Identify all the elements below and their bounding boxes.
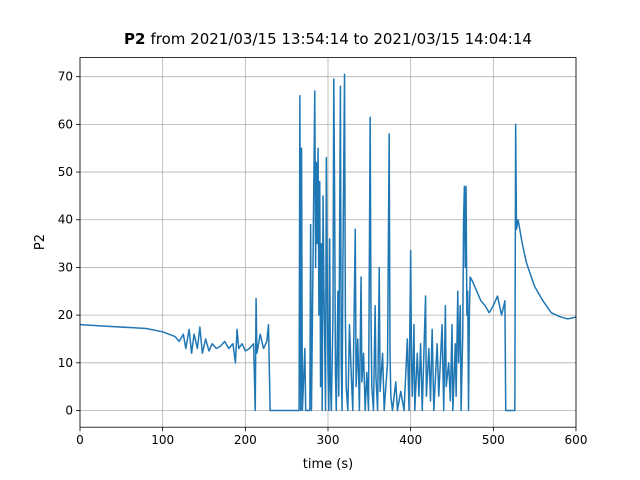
y-tick-label: 30 <box>58 260 73 274</box>
title-text: from 2021/03/15 13:54:14 to 2021/03/15 1… <box>150 30 531 48</box>
x-tick-label: 600 <box>565 433 588 447</box>
y-tick-label: 40 <box>58 213 73 227</box>
y-tick-label: 0 <box>65 404 73 418</box>
chart-title: P2 from 2021/03/15 13:54:14 to 2021/03/15… <box>124 30 532 48</box>
y-axis-label: P2 <box>33 234 48 250</box>
x-tick-label: 100 <box>151 433 174 447</box>
y-tick-label: 50 <box>58 165 73 179</box>
x-tick-label: 400 <box>399 433 422 447</box>
x-axis-label: time (s) <box>303 457 353 472</box>
y-tick-label: 20 <box>58 308 73 322</box>
plot-frame <box>79 57 577 428</box>
x-tick-label: 500 <box>482 433 505 447</box>
data-line <box>79 73 577 412</box>
title-name: P2 <box>124 30 145 48</box>
y-tick-label: 10 <box>58 356 73 370</box>
y-tick-label: 60 <box>58 117 73 131</box>
x-tick-label: 0 <box>76 433 84 447</box>
x-tick-label: 200 <box>234 433 257 447</box>
y-tick-label: 70 <box>58 70 73 84</box>
x-tick-label: 300 <box>317 433 340 447</box>
